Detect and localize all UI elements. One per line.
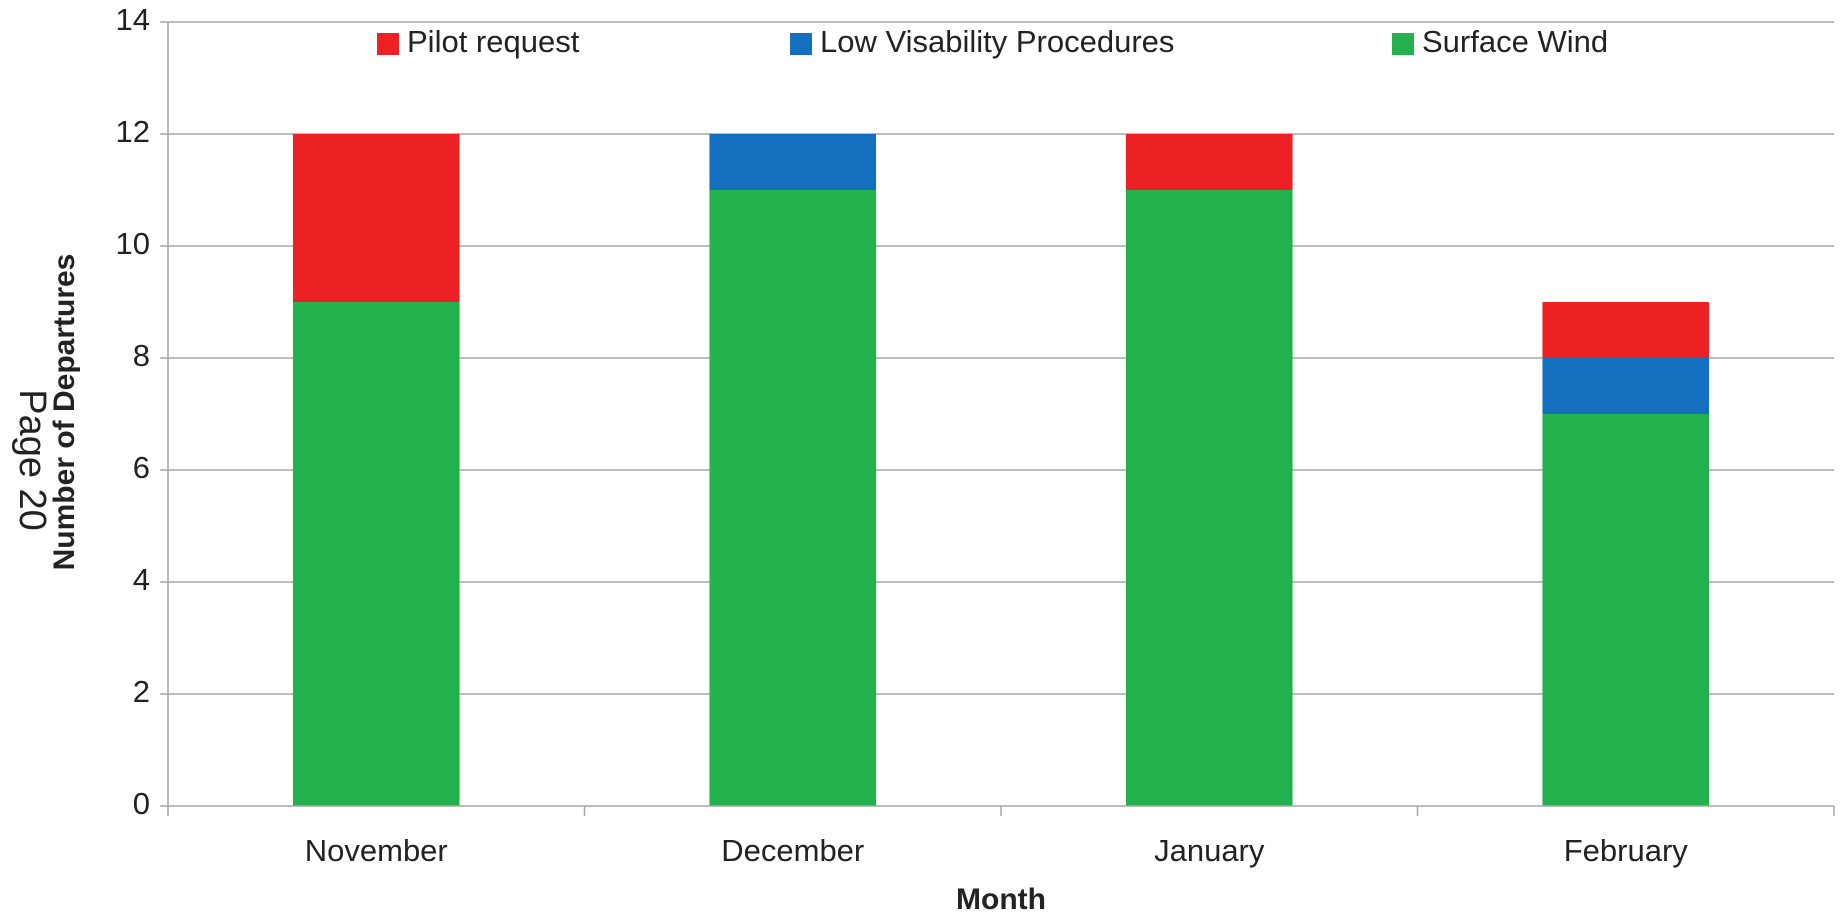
y-tick-label: 8 — [133, 338, 150, 373]
bar-segment — [292, 302, 460, 806]
legend-swatch — [790, 33, 812, 55]
y-tick-label: 2 — [133, 674, 150, 709]
y-tick-label: 0 — [133, 786, 150, 821]
bar-segment — [1542, 302, 1710, 358]
bar-segment — [1125, 190, 1293, 806]
legend-swatch — [377, 33, 399, 55]
legend-label: Surface Wind — [1422, 24, 1608, 59]
bar-segment — [1542, 414, 1710, 806]
y-tick-label: 4 — [133, 562, 150, 597]
bar-segment — [1125, 134, 1293, 190]
legend-label: Low Visability Procedures — [820, 24, 1174, 59]
y-axis-title: Number of Departures — [48, 254, 81, 571]
x-tick-label: November — [305, 833, 448, 868]
bar-segment — [292, 134, 460, 302]
x-tick-label: February — [1564, 833, 1689, 868]
y-tick-label: 12 — [116, 114, 150, 149]
bar-segment — [709, 134, 877, 190]
y-tick-label: 10 — [116, 226, 150, 261]
bar-segment — [1542, 358, 1710, 414]
y-tick-label: 6 — [133, 450, 150, 485]
x-tick-label: January — [1154, 833, 1265, 868]
bar-segment — [709, 190, 877, 806]
x-axis-title: Month — [956, 883, 1046, 916]
x-tick-label: December — [721, 833, 864, 868]
legend-swatch — [1392, 33, 1414, 55]
y-tick-label: 14 — [116, 2, 150, 37]
legend-label: Pilot request — [407, 24, 580, 59]
page-label: Page 20 — [11, 389, 53, 531]
